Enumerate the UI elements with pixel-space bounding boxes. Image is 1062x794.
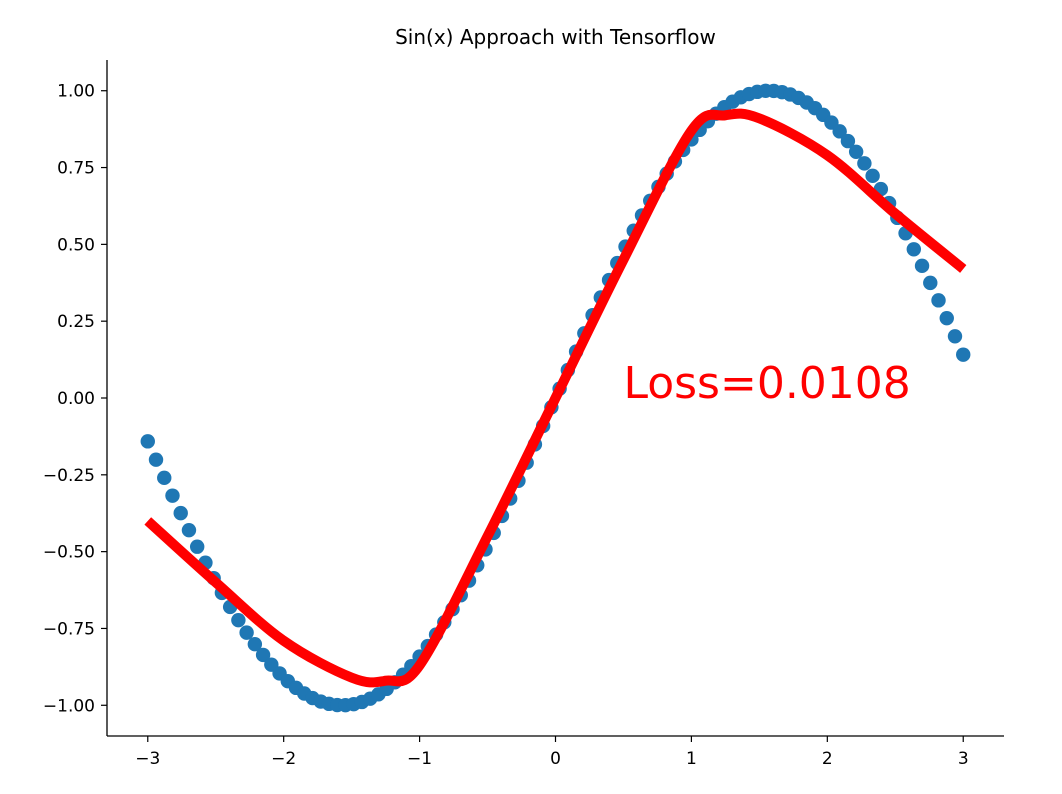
loss-annotation: Loss=0.0108 — [623, 358, 910, 409]
y-tick-label: −0.75 — [43, 619, 95, 639]
y-tick-label: 0.25 — [57, 312, 95, 332]
scatter-point — [189, 539, 205, 554]
scatter-point — [906, 242, 922, 257]
y-tick-label: −1.00 — [43, 696, 95, 716]
scatter-point — [931, 293, 946, 308]
x-tick-label: 0 — [550, 749, 561, 769]
scatter-point — [939, 310, 954, 326]
x-tick-label: 2 — [822, 749, 833, 769]
scatter-point — [255, 647, 271, 663]
scatter-point — [173, 505, 188, 521]
y-tick-label: −0.50 — [43, 543, 95, 563]
chart-title: Sin(x) Approach with Tensorflow — [395, 25, 716, 49]
scatter-point — [165, 488, 180, 503]
scatter-point — [181, 522, 197, 538]
scatter-point — [140, 434, 155, 449]
scatter-point — [865, 168, 880, 184]
x-tick-label: 3 — [958, 749, 969, 769]
scatter-point — [840, 133, 856, 149]
x-tick-label: −2 — [271, 749, 296, 769]
line-series — [144, 108, 967, 688]
x-tick-label: 1 — [686, 749, 697, 769]
scatter-point — [231, 612, 246, 628]
scatter-point — [247, 637, 263, 652]
y-tick-label: −0.25 — [43, 466, 95, 486]
scatter-point — [832, 124, 847, 139]
axes: −3 −2 −1 0 1 2 3 1.00 0.75 0.50 0.25 0.00 −0.25 −0.50… — [43, 60, 1004, 769]
y-tick-label: 0.50 — [57, 235, 95, 255]
scatter-point — [148, 452, 164, 467]
prediction-line — [144, 108, 967, 688]
y-tick-label: 1.00 — [57, 82, 95, 102]
scatter-point — [857, 156, 872, 171]
scatter-point — [947, 329, 963, 344]
y-tick-label: 0.75 — [57, 159, 95, 179]
y-tick-label: 0.00 — [57, 389, 95, 409]
scatter-point — [239, 625, 254, 640]
scatter-point — [956, 347, 971, 362]
scatter-point — [923, 275, 938, 291]
scatter-point — [157, 470, 172, 486]
x-tick-label: −1 — [407, 749, 432, 769]
x-tick-label: −3 — [135, 749, 160, 769]
scatter-point — [914, 258, 930, 274]
scatter-point — [848, 144, 864, 159]
